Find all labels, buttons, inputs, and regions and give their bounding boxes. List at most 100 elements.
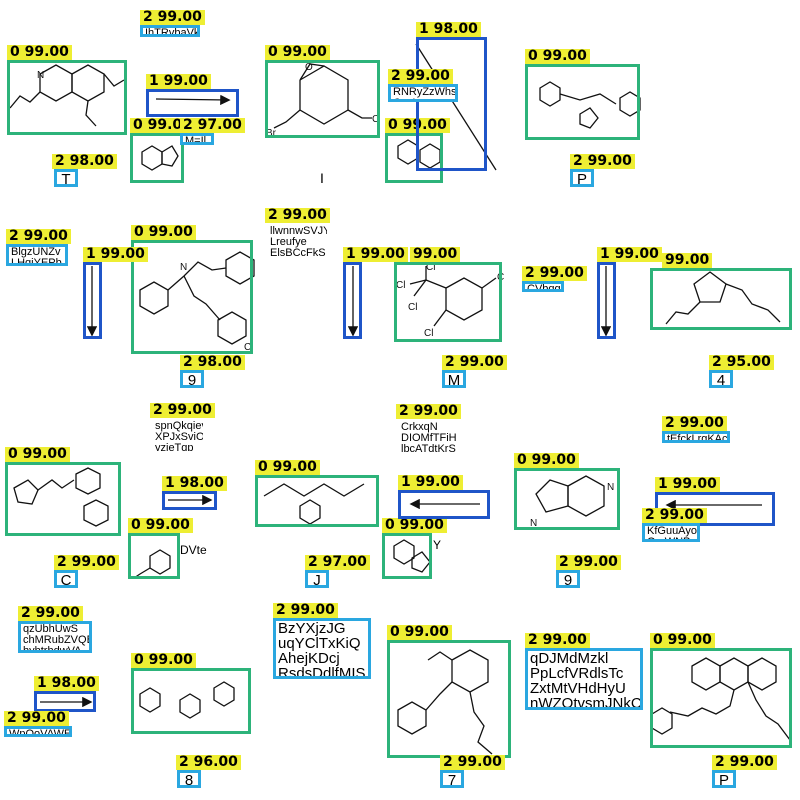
molecule-drawing-dioxolane — [13, 467, 109, 527]
text-confidence-tag: 2 99.00 — [6, 229, 71, 244]
text-line: qDJMdMzkl — [530, 650, 609, 667]
label-confidence-tag: 2 98.00 — [52, 154, 117, 169]
arrow-box[interactable] — [162, 491, 217, 510]
text-box[interactable]: BlgzUNZv LHqjYEPb — [6, 244, 68, 266]
arrow-box[interactable] — [398, 490, 490, 519]
label-confidence-tag: 2 99.00 — [442, 355, 507, 370]
molecule-drawing-sulfone — [393, 539, 431, 573]
molecule-box[interactable] — [650, 648, 792, 748]
molecule-drawing-small-1 — [141, 145, 179, 171]
atom-label: C — [372, 114, 379, 125]
label-box[interactable]: 7 — [440, 770, 464, 788]
atom-label: N — [530, 518, 537, 529]
label-box[interactable]: J — [305, 570, 329, 588]
arrow-box[interactable] — [416, 37, 487, 171]
atom-label: Cl — [408, 302, 417, 313]
molecule-box[interactable] — [650, 268, 792, 330]
text-confidence-tag: 2 99.00 — [140, 10, 205, 25]
molecule-box[interactable] — [5, 462, 121, 536]
text-line: nWZOtvsmJNkC — [530, 695, 642, 710]
text-box[interactable]: WpOoVAWEx — [4, 726, 72, 737]
plain-text: Y — [433, 538, 442, 552]
arrow-box[interactable] — [343, 262, 362, 339]
molecule-box[interactable] — [525, 64, 640, 140]
text-box[interactable]: KfGuuAyo OmWNP — [642, 523, 700, 542]
molecule-box[interactable] — [131, 240, 253, 354]
molecule-drawing-epoxide: O Br C — [266, 62, 379, 139]
text-line: spnQkqiev — [155, 420, 206, 432]
text-box[interactable]: llwnnwSVJY Lreufye ElsBCcFkS ASczXx — [265, 223, 330, 259]
molecule-drawing-cyclopentane — [665, 271, 781, 325]
atom-label: Cl — [396, 280, 405, 291]
arrow-box[interactable] — [83, 262, 102, 339]
arrow-box[interactable] — [146, 89, 239, 117]
label-box[interactable]: C — [54, 570, 78, 588]
molecule-box[interactable] — [128, 533, 180, 579]
text-box[interactable]: qDJMdMzkl PpLcfVRdlsTc ZxtMtVHdHyU nWZOt… — [525, 648, 643, 710]
label-box[interactable]: P — [570, 169, 594, 187]
label-confidence-tag: 2 99.00 — [556, 555, 621, 570]
label-confidence-tag: 2 99.00 — [440, 755, 505, 770]
atom-label: Br — [266, 128, 277, 139]
text-box[interactable]: CrkxqN DIOMfTFiHQ lbcATdtKrS aBSZMaLAQ — [396, 419, 460, 455]
text-line: chMRubZVQB — [23, 634, 92, 646]
label-box[interactable]: 9 — [180, 370, 204, 388]
molecule-box[interactable] — [385, 133, 443, 183]
label-box[interactable]: 9 — [556, 570, 580, 588]
text-box[interactable]: tEfckLrgKAc — [662, 431, 730, 443]
molecule-box[interactable] — [265, 60, 380, 138]
text-confidence-tag: 2 99.00 — [265, 208, 330, 223]
text-line: WpOoVAWEx — [9, 728, 72, 737]
atom-label: Cl — [426, 262, 435, 273]
molecule-confidence-tag: 0 99.00 — [650, 633, 715, 648]
text-box[interactable]: spnQkqiev XPJxSviO yzieTqp OCkNLkm — [150, 418, 206, 454]
label-box[interactable]: P — [712, 770, 736, 788]
text-box[interactable]: qzUbhUwS chMRubZVQB hyhtrhdwVA — [18, 621, 92, 653]
text-line: RNRyZzWhs — [393, 86, 457, 98]
molecule-box[interactable] — [130, 133, 184, 183]
text-line: LHqjYEPb — [11, 257, 62, 266]
text-line: RsdsDdlfMIS — [278, 665, 366, 679]
text-confidence-tag: 2 99.00 — [662, 416, 727, 431]
arrow-confidence-tag: 1 98.00 — [34, 676, 99, 691]
arrow-box[interactable] — [34, 691, 96, 712]
text-box[interactable]: CVbqgE — [522, 281, 564, 292]
text-box[interactable]: IhTRvbaVk — [140, 25, 200, 37]
molecule-box[interactable] — [514, 468, 620, 530]
label-confidence-tag: 2 96.00 — [176, 755, 241, 770]
text-box[interactable]: BzYXjzJG uqYClTxKiQ AhejKDcj RsdsDdlfMIS — [273, 618, 371, 679]
molecule-confidence-tag: 0 99.00 — [7, 45, 72, 60]
text-line: DIOMfTFiHQ — [401, 432, 460, 444]
text-line: Lreufye — [270, 236, 307, 248]
text-box[interactable]: M=Il — [180, 133, 214, 145]
text-line: yzieTqp — [155, 442, 194, 454]
atom-label: N — [37, 70, 44, 81]
molecule-box[interactable] — [255, 475, 379, 527]
arrow-box[interactable] — [597, 262, 616, 339]
arrow-confidence-tag: 1 98.00 — [162, 476, 227, 491]
molecule-drawing-azo — [139, 681, 235, 719]
molecule-drawing-pyrazolo: N N — [530, 475, 614, 529]
molecule-confidence-tag: 0 99.00 — [131, 653, 196, 668]
text-line: CVbqgE — [527, 283, 564, 292]
label-box[interactable]: 8 — [177, 770, 201, 788]
text-box[interactable]: RNRyZzWhs OcyLn — [388, 84, 458, 102]
molecule-box[interactable] — [387, 640, 511, 758]
molecule-box[interactable] — [131, 668, 251, 734]
molecule-confidence-tag: 0 99.00 — [128, 518, 193, 533]
molecule-confidence-tag: 0 99.00 — [382, 518, 447, 533]
atom-label: O — [305, 62, 313, 73]
label-box[interactable]: 4 — [709, 370, 733, 388]
label-box[interactable]: T — [54, 169, 78, 187]
molecule-box[interactable] — [382, 533, 432, 579]
label-confidence-tag: 2 99.00 — [54, 555, 119, 570]
label-box[interactable]: M — [442, 370, 466, 388]
text-line: llwnnwSVJY — [270, 225, 330, 237]
text-confidence-tag: 2 99.00 — [4, 711, 69, 726]
molecule-confidence-tag: 0 99.00 — [255, 460, 320, 475]
plain-text: DVte — [180, 543, 207, 557]
text-confidence-tag: 2 99.00 — [273, 603, 338, 618]
molecule-box[interactable] — [7, 60, 127, 135]
molecule-box[interactable] — [394, 262, 502, 342]
